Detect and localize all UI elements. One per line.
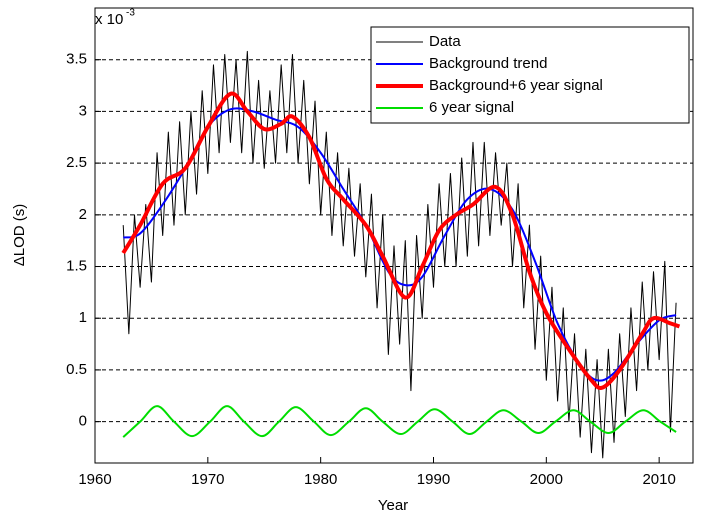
y-tick-label: 0.5 (66, 361, 87, 378)
y-tick-label: 0 (79, 413, 87, 430)
legend-label: 6 year signal (429, 99, 514, 116)
y-tick-label: 1.5 (66, 257, 87, 274)
y-tick-label: 3 (79, 102, 87, 119)
x-tick-label: 1960 (78, 471, 111, 488)
series-line (122, 50, 677, 459)
x-tick-label: 2010 (642, 471, 675, 488)
x-axis-label: Year (378, 497, 408, 514)
x-tick-label: 1990 (417, 471, 450, 488)
y-multiplier-exponent: -3 (126, 8, 135, 19)
y-axis-label: ΔLOD (s) (11, 204, 28, 267)
plot-frame (94, 7, 694, 464)
legend-label: Data (429, 33, 461, 50)
y-tick-label: 1 (79, 309, 87, 326)
legend-label: Background trend (429, 55, 547, 72)
x-tick-label: 2000 (530, 471, 563, 488)
y-tick-label: 3.5 (66, 51, 87, 68)
y-tick-label: 2 (79, 206, 87, 223)
x-tick-label: 1980 (304, 471, 337, 488)
series-line (121, 91, 681, 391)
x-tick-label: 1970 (191, 471, 224, 488)
series-line (122, 405, 677, 438)
y-multiplier: x 10 (95, 11, 123, 28)
y-tick-label: 2.5 (66, 154, 87, 171)
legend-box (370, 26, 690, 124)
legend-label: Background+6 year signal (429, 77, 603, 94)
